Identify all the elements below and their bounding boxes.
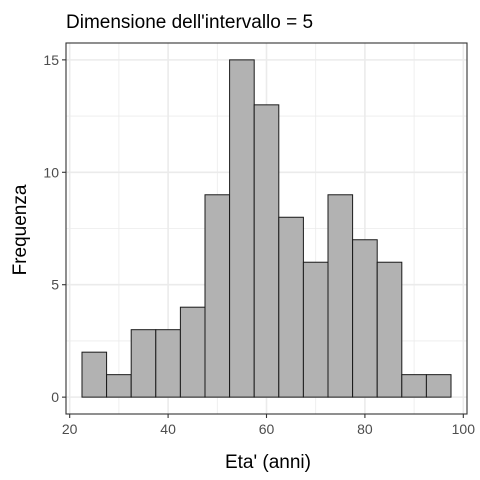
histogram-bar xyxy=(425,374,452,398)
x-tick-label: 80 xyxy=(357,421,373,437)
histogram-bar xyxy=(376,261,403,398)
x-axis: 20 40 60 80 100 xyxy=(62,414,475,437)
histogram-bar xyxy=(401,374,427,398)
x-tick-label: 100 xyxy=(452,421,476,437)
histogram-bar xyxy=(81,351,108,398)
y-axis: 0 5 10 15 xyxy=(43,52,66,405)
histogram-bar xyxy=(204,194,231,398)
histogram-bar xyxy=(130,329,157,398)
y-tick-label: 0 xyxy=(51,389,59,405)
plot-panel xyxy=(65,42,468,415)
histogram-bar xyxy=(352,239,378,398)
x-tick-label: 40 xyxy=(160,421,176,437)
y-axis-title: Frequenza xyxy=(10,184,31,275)
histogram-bar xyxy=(302,261,329,398)
histogram-bar xyxy=(179,306,206,398)
histogram-bars xyxy=(81,59,452,398)
histogram-bar xyxy=(229,59,255,398)
histogram-bar xyxy=(278,216,304,398)
y-tick-label: 5 xyxy=(51,277,59,293)
histogram-bar xyxy=(327,194,354,398)
x-tick-label: 20 xyxy=(62,421,78,437)
chart-title: Dimensione dell'intervallo = 5 xyxy=(66,12,313,33)
histogram-bar xyxy=(253,104,280,398)
histogram-bar xyxy=(106,374,132,398)
x-tick-label: 60 xyxy=(259,421,275,437)
y-tick-label: 10 xyxy=(43,164,59,180)
histogram-bar xyxy=(155,329,181,398)
x-axis-title: Eta' (anni) xyxy=(225,452,311,473)
y-tick-label: 15 xyxy=(43,52,59,68)
